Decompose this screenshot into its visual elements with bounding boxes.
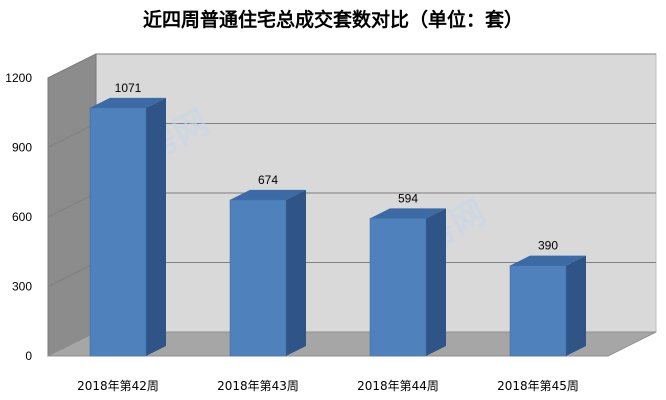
x-tick-label: 2018年第45周: [497, 379, 579, 393]
x-tick-label: 2018年第42周: [77, 379, 159, 393]
bar-top: [370, 208, 446, 219]
bar: [509, 255, 586, 357]
bar-side: [426, 208, 446, 356]
y-tick-label: 0: [25, 349, 32, 363]
bar-top: [230, 189, 306, 200]
bar: [229, 189, 306, 357]
bar-side: [286, 189, 306, 356]
bar-side: [146, 97, 166, 356]
gridline: [47, 53, 656, 79]
data-label: 594: [398, 191, 418, 205]
y-tick-label: 1200: [5, 71, 32, 85]
y-tick-label: 600: [12, 210, 32, 224]
bar-front: [229, 199, 287, 357]
bar-front: [509, 265, 567, 357]
bar: [89, 97, 166, 357]
y-tick-label: 900: [12, 141, 32, 155]
y-axis: 0 300 600 900 1200: [5, 71, 32, 363]
bars: 1071 674 594 390: [89, 81, 586, 357]
data-label: 390: [538, 239, 558, 253]
bar: [369, 208, 446, 357]
bar-front: [89, 107, 147, 357]
bar-side: [566, 255, 586, 356]
bar-top: [90, 97, 166, 108]
data-label: 674: [258, 173, 278, 187]
chart-title: 近四周普通住宅总成交套数对比（单位：套）: [143, 8, 523, 31]
x-tick-label: 2018年第43周: [217, 379, 299, 393]
data-label: 1071: [115, 81, 142, 95]
x-axis: 2018年第42周 2018年第43周 2018年第44周 2018年第45周: [77, 379, 579, 393]
x-tick-label: 2018年第44周: [357, 379, 439, 393]
bar-front: [369, 218, 427, 357]
y-tick-label: 300: [12, 280, 32, 294]
bar-top: [510, 255, 586, 266]
